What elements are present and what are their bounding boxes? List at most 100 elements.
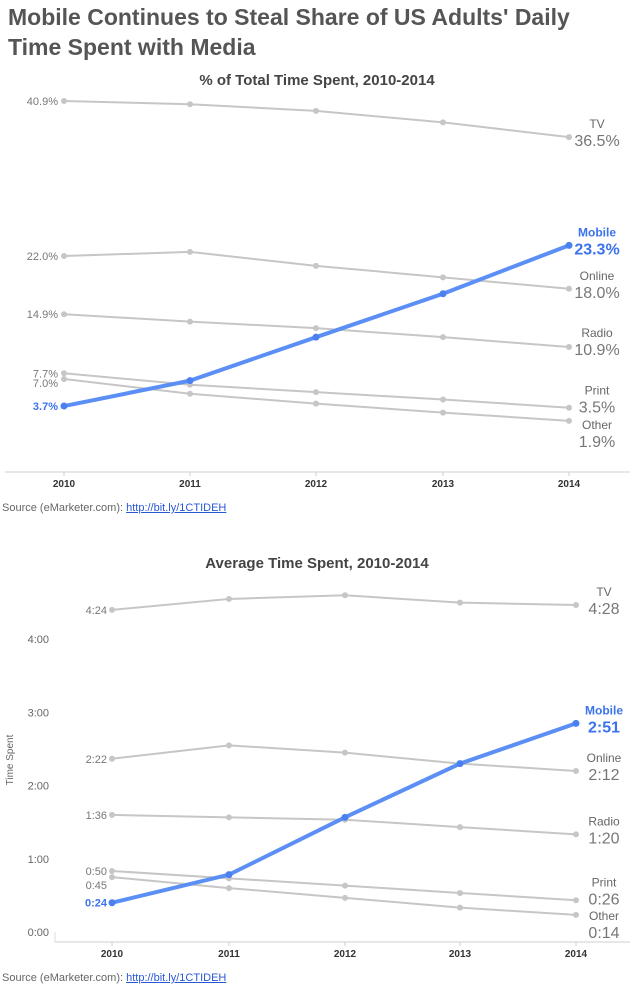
series-name-label: Mobile [585, 703, 623, 717]
data-point [313, 400, 319, 407]
data-point [342, 894, 348, 901]
x-tick-label: 2010 [101, 949, 124, 960]
end-value-label: 23.3% [574, 241, 619, 258]
data-point [61, 376, 67, 382]
data-point [572, 719, 580, 727]
start-value-label: 0:45 [86, 880, 107, 892]
series-radio: 14.9% Radio 10.9% [27, 309, 620, 359]
series-other: 7.0% Other 1.9% [33, 376, 615, 451]
series-mobile: 0:24 Mobile 2:51 [85, 703, 623, 909]
data-point [573, 767, 579, 774]
data-point [440, 274, 446, 281]
data-point [573, 911, 579, 918]
series-name-label: Radio [581, 326, 613, 340]
x-tick-label: 2013 [432, 479, 455, 490]
data-point [61, 98, 67, 105]
data-point [440, 396, 446, 403]
series-name-label: Online [587, 751, 622, 765]
chart-title: Average Time Spent, 2010-2014 [205, 555, 429, 572]
source-link[interactable]: http://bit.ly/1CTIDEH [126, 972, 227, 984]
data-point [187, 318, 193, 325]
series-online: 2:22 Online 2:12 [86, 742, 622, 784]
data-point [109, 606, 115, 613]
start-value-label: 4:24 [86, 605, 107, 617]
source-note-1: Source (eMarketer.com): http://bit.ly/1C… [2, 502, 226, 514]
y-tick-label: 1:00 [28, 854, 49, 866]
series-mobile: 3.7% Mobile 23.3% [33, 225, 620, 413]
data-point [457, 599, 463, 606]
series-line-online [63, 250, 570, 290]
data-point [457, 824, 463, 831]
end-value-label: 3.5% [579, 400, 615, 417]
data-point [313, 325, 319, 332]
x-tick-label: 2014 [558, 479, 581, 490]
end-value-label: 1:20 [588, 830, 619, 847]
data-point [456, 760, 464, 768]
data-point [342, 882, 348, 889]
y-tick-label: 2:00 [28, 781, 49, 793]
series-name-label: Online [580, 269, 615, 283]
end-value-label: 0:14 [588, 925, 619, 942]
data-point [566, 417, 572, 424]
end-value-label: 1.9% [579, 434, 615, 451]
y-tick-label: 0:00 [28, 927, 49, 939]
data-point [109, 868, 115, 874]
data-point [342, 592, 348, 599]
data-point [312, 333, 320, 341]
data-point [440, 119, 446, 126]
data-point [313, 262, 319, 269]
series-name-label: Print [585, 384, 610, 398]
source-note-2: Source (eMarketer.com): http://bit.ly/1C… [2, 972, 226, 984]
data-point [566, 404, 572, 411]
data-point [226, 742, 232, 749]
series-tv: 4:24 TV 4:28 [86, 585, 620, 618]
source-link[interactable]: http://bit.ly/1CTIDEH [126, 502, 227, 514]
data-point [109, 755, 115, 762]
series-name-label: TV [596, 585, 611, 599]
data-point [226, 885, 232, 892]
series-line-tv [63, 100, 570, 139]
y-tick-label: 3:00 [28, 707, 49, 719]
series-other: 0:45 Other 0:14 [86, 874, 620, 942]
start-value-label: 2:22 [86, 754, 107, 766]
data-point [109, 874, 115, 881]
end-value-label: 36.5% [574, 133, 619, 150]
data-point [226, 814, 232, 821]
data-point [186, 377, 194, 385]
end-value-label: 2:12 [588, 767, 619, 784]
series-name-label: TV [589, 117, 604, 131]
data-point [440, 334, 446, 341]
chart-2: Average Time Spent, 2010-2014 0:00 1:00 2:0… [5, 555, 630, 960]
data-point [108, 899, 116, 907]
data-point [61, 370, 67, 377]
series-name-label: Radio [588, 814, 620, 828]
data-point [342, 749, 348, 756]
source-prefix: Source (eMarketer.com): [2, 502, 127, 514]
end-value-label: 2:51 [588, 719, 620, 736]
data-point [573, 602, 579, 609]
data-point [573, 897, 579, 904]
data-point [573, 831, 579, 838]
end-value-label: 0:26 [588, 891, 619, 908]
data-point [226, 595, 232, 602]
series-name-label: Mobile [578, 225, 616, 239]
start-value-label: 22.0% [27, 251, 58, 263]
start-value-label: 40.9% [27, 96, 58, 108]
start-value-label: 0:24 [85, 898, 108, 910]
x-tick-label: 2010 [53, 479, 76, 490]
data-point [457, 904, 463, 911]
data-point [187, 248, 193, 255]
start-value-label: 14.9% [27, 309, 58, 321]
x-tick-label: 2012 [305, 479, 328, 490]
end-value-label: 4:28 [588, 601, 619, 618]
data-point [109, 811, 115, 818]
data-point [565, 241, 573, 249]
series-name-label: Print [592, 875, 617, 889]
series-name-label: Other [589, 909, 619, 923]
data-point [439, 290, 447, 298]
data-point [61, 311, 67, 318]
data-point [313, 107, 319, 114]
y-tick-label: 4:00 [28, 634, 49, 646]
data-point [566, 344, 572, 351]
